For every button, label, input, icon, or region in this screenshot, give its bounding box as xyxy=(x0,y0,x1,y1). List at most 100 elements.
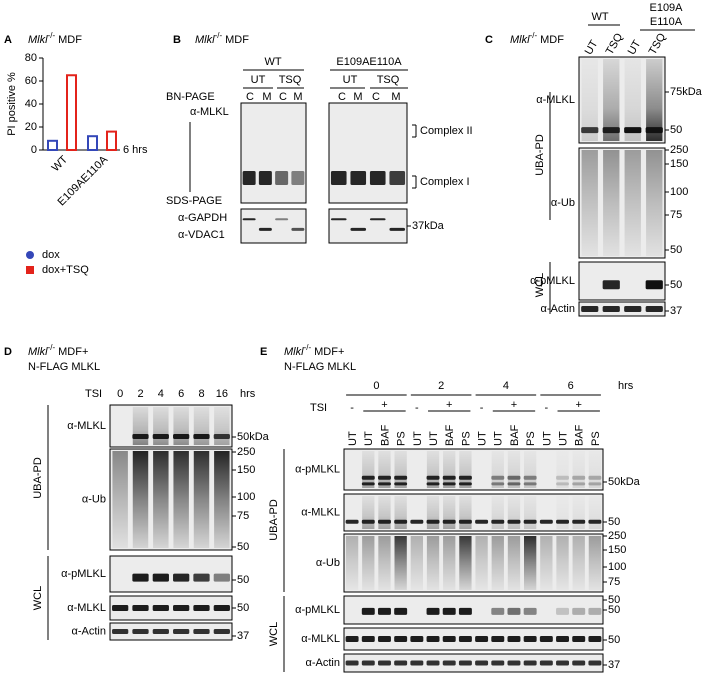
blot-bg xyxy=(578,301,666,317)
label: WT xyxy=(264,56,281,68)
band xyxy=(132,605,149,611)
blot-bg xyxy=(109,622,233,641)
label: UT xyxy=(363,431,375,446)
label: TSQ xyxy=(647,31,669,57)
label: 250 xyxy=(608,530,626,542)
smear xyxy=(475,536,488,590)
label: 150 xyxy=(670,158,688,170)
label: α-pMLKL xyxy=(295,463,340,475)
label: 16 xyxy=(216,388,228,400)
smear xyxy=(426,536,440,590)
smear xyxy=(214,451,230,548)
label: 2 xyxy=(137,388,143,400)
band xyxy=(377,660,391,666)
band xyxy=(556,475,570,480)
band xyxy=(389,171,406,185)
cell: MDF xyxy=(58,34,82,46)
blot xyxy=(343,493,604,532)
label: α-Actin xyxy=(306,657,340,669)
label: 150 xyxy=(237,464,255,476)
label: 37 xyxy=(237,630,249,642)
label: + xyxy=(446,399,452,411)
band xyxy=(588,475,602,480)
smear xyxy=(153,407,169,445)
band xyxy=(539,519,553,524)
label: 50 xyxy=(237,541,249,553)
band xyxy=(291,171,305,185)
smear xyxy=(426,496,440,529)
band xyxy=(410,636,424,642)
band xyxy=(475,636,489,642)
blot xyxy=(240,102,307,204)
label: WCL xyxy=(32,586,44,610)
label: - xyxy=(415,402,419,414)
genotype: -/- xyxy=(215,31,223,40)
band xyxy=(523,607,537,615)
label: M xyxy=(293,91,302,103)
band xyxy=(645,280,663,290)
label: PS xyxy=(590,431,602,446)
smear xyxy=(556,536,569,590)
label: 50 xyxy=(670,244,682,256)
gene: Mlkl xyxy=(284,346,304,358)
blot xyxy=(240,208,307,244)
band xyxy=(369,218,386,221)
band xyxy=(572,636,586,642)
band xyxy=(491,482,505,486)
band xyxy=(458,660,472,666)
band xyxy=(645,306,663,312)
label: 75 xyxy=(237,510,249,522)
band xyxy=(350,171,367,185)
band xyxy=(193,573,210,582)
label: 250 xyxy=(670,144,688,156)
label: TSI xyxy=(310,402,327,414)
smear xyxy=(362,496,375,529)
label: BN-PAGE xyxy=(166,91,215,103)
label: UT xyxy=(251,74,266,86)
band xyxy=(491,607,505,615)
band xyxy=(426,607,440,615)
blot xyxy=(578,261,666,301)
label: 50 xyxy=(237,602,249,614)
blot-bg xyxy=(109,555,233,593)
band xyxy=(361,519,375,524)
smear xyxy=(624,59,641,141)
label: 37 xyxy=(670,305,682,317)
band xyxy=(426,636,440,642)
label: E110A xyxy=(650,16,683,28)
label: α-Ub xyxy=(316,557,340,569)
band xyxy=(442,482,456,486)
label: α-pMLKL xyxy=(295,604,340,616)
label: α-MLKL xyxy=(301,633,340,645)
label: α-VDAC1 xyxy=(178,229,225,241)
band xyxy=(523,519,537,524)
band xyxy=(572,607,586,615)
label: WCL xyxy=(268,622,280,646)
band xyxy=(539,636,553,642)
band xyxy=(458,636,472,642)
y-tick-label: 20 xyxy=(25,121,37,133)
band xyxy=(132,629,149,634)
gene: Mlkl xyxy=(28,346,48,358)
cell-line: Mlkl-/- MDF+ xyxy=(28,343,88,358)
label: C xyxy=(279,91,287,103)
label: 8 xyxy=(198,388,204,400)
band xyxy=(523,475,537,480)
smear xyxy=(112,451,128,548)
label: Complex II xyxy=(420,125,473,137)
band xyxy=(624,306,642,312)
band xyxy=(458,475,472,480)
label: - xyxy=(545,402,549,414)
smear xyxy=(132,451,149,548)
band xyxy=(394,482,408,486)
bar xyxy=(66,74,77,151)
label: 50 xyxy=(608,594,620,606)
smear xyxy=(588,536,602,590)
band xyxy=(361,607,375,615)
band xyxy=(291,227,305,231)
blot xyxy=(343,448,604,491)
smear xyxy=(491,536,504,590)
gene: Mlkl xyxy=(28,34,48,46)
smear xyxy=(378,496,391,529)
label: 37kDa xyxy=(412,220,445,232)
